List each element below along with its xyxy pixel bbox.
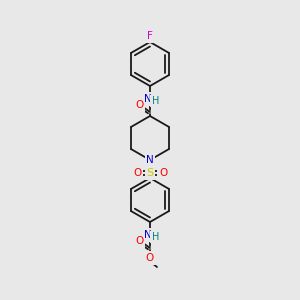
Text: N: N [144,230,152,240]
Text: H: H [152,96,159,106]
Text: N: N [144,94,152,104]
Text: O: O [135,100,143,110]
Text: O: O [159,168,167,178]
Text: S: S [146,168,154,178]
Text: H: H [152,232,159,242]
Text: F: F [147,31,153,41]
Text: O: O [135,236,143,246]
Text: O: O [146,253,154,263]
Text: N: N [146,155,154,165]
Text: O: O [133,168,141,178]
